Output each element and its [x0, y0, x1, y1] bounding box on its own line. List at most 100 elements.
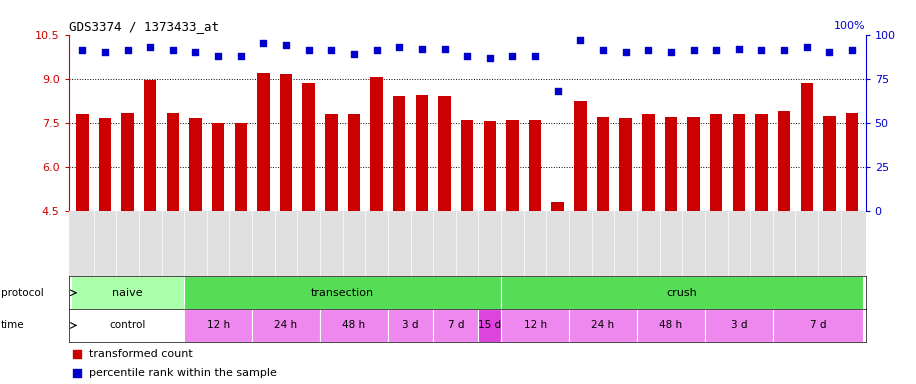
Point	[505, 53, 519, 59]
Bar	[574, 101, 586, 211]
Bar	[637, 309, 705, 342]
Bar	[416, 95, 428, 211]
Bar	[642, 114, 655, 211]
Point	[415, 46, 430, 52]
Bar	[795, 35, 818, 211]
Point	[369, 47, 384, 53]
Point	[641, 47, 656, 53]
Bar	[144, 80, 157, 211]
Bar	[387, 35, 410, 211]
Bar	[818, 35, 841, 211]
Bar	[252, 309, 320, 342]
Point	[324, 47, 339, 53]
Bar	[71, 309, 184, 342]
Text: 12 h: 12 h	[207, 320, 230, 331]
Point	[143, 44, 158, 50]
Point	[301, 47, 316, 53]
Bar	[687, 117, 700, 211]
Bar	[348, 114, 360, 211]
Point	[777, 47, 791, 53]
Bar	[71, 276, 184, 309]
Text: 15 d: 15 d	[478, 320, 501, 331]
Text: control: control	[109, 320, 146, 331]
Bar	[823, 116, 835, 211]
Point	[822, 49, 836, 55]
Text: 7 d: 7 d	[448, 320, 464, 331]
Bar	[320, 309, 387, 342]
Point	[709, 47, 724, 53]
Text: time: time	[1, 320, 25, 331]
Bar	[682, 35, 705, 211]
Bar	[619, 119, 632, 211]
Point	[573, 37, 588, 43]
Bar	[257, 73, 269, 211]
Text: protocol: protocol	[1, 288, 44, 298]
Bar	[302, 83, 315, 211]
Bar	[569, 35, 592, 211]
Point	[188, 49, 202, 55]
Bar	[433, 309, 478, 342]
Bar	[637, 35, 660, 211]
Point	[211, 53, 225, 59]
Point	[166, 47, 180, 53]
Bar	[705, 35, 727, 211]
Point	[754, 47, 769, 53]
Bar	[778, 111, 791, 211]
Point	[437, 46, 452, 52]
Bar	[529, 120, 541, 211]
Text: 7 d: 7 d	[810, 320, 826, 331]
Text: 48 h: 48 h	[343, 320, 365, 331]
Bar	[71, 35, 93, 211]
Text: crush: crush	[667, 288, 698, 298]
Point	[256, 40, 271, 46]
Point	[460, 53, 474, 59]
Bar	[484, 121, 496, 211]
Point	[686, 47, 701, 53]
Bar	[733, 114, 745, 211]
Bar	[660, 35, 682, 211]
Bar	[212, 123, 224, 211]
Bar	[592, 35, 615, 211]
Point	[75, 47, 90, 53]
Text: 3 d: 3 d	[402, 320, 419, 331]
Bar	[456, 35, 478, 211]
Bar	[801, 83, 813, 211]
Point	[278, 42, 293, 48]
Bar	[507, 120, 518, 211]
Point	[98, 49, 113, 55]
Bar	[393, 96, 406, 211]
Point	[528, 53, 542, 59]
Bar	[184, 309, 252, 342]
Point	[551, 88, 565, 94]
Bar	[596, 117, 609, 211]
Bar	[569, 309, 637, 342]
Point	[800, 44, 814, 50]
Point	[392, 44, 407, 50]
Bar	[547, 35, 569, 211]
Bar	[665, 117, 677, 211]
Bar	[234, 123, 247, 211]
Bar	[773, 35, 795, 211]
Bar	[99, 119, 111, 211]
Bar	[478, 309, 501, 342]
Bar	[279, 74, 292, 211]
Bar	[773, 309, 864, 342]
Bar	[501, 35, 524, 211]
Point	[595, 47, 610, 53]
Point	[663, 49, 678, 55]
Bar	[229, 35, 252, 211]
Bar	[387, 309, 433, 342]
Bar	[76, 114, 89, 211]
Point	[70, 351, 84, 357]
Text: transection: transection	[311, 288, 375, 298]
Bar	[343, 35, 365, 211]
Text: 12 h: 12 h	[524, 320, 547, 331]
Point	[483, 55, 497, 61]
Bar	[275, 35, 298, 211]
Bar	[190, 119, 202, 211]
Bar	[727, 35, 750, 211]
Bar	[161, 35, 184, 211]
Text: 24 h: 24 h	[592, 320, 615, 331]
Bar	[410, 35, 433, 211]
Point	[618, 49, 633, 55]
